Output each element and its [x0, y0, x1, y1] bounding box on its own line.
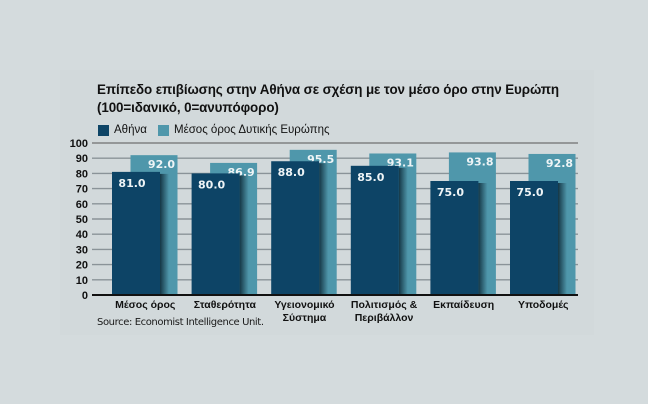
bar-shadow [558, 183, 567, 295]
x-category-label: Σταθερότητα [194, 299, 257, 311]
legend-label-western-europe: Μέσος όρος Δυτικής Ευρώπης [174, 124, 330, 136]
y-tick-label: 50 [76, 214, 88, 226]
data-label-western-europe: 92.8 [546, 157, 573, 170]
bar-athens [112, 171, 160, 295]
bar-shadow [239, 175, 249, 295]
legend-item-western-europe: Μέσος όρος Δυτικής Ευρώπης [158, 123, 330, 137]
y-tick-label: 60 [76, 199, 88, 211]
y-tick-label: 90 [76, 153, 88, 165]
y-tick-label: 100 [70, 138, 88, 150]
chart-subtitle: (100=ιδανικό, 0=ανυπόφορο) [97, 100, 279, 115]
source-note: Source: Economist Intelligence Unit. [97, 317, 264, 328]
data-label-athens: 75.0 [437, 186, 464, 199]
y-tick-label: 40 [76, 229, 88, 241]
y-tick-label: 20 [76, 260, 88, 272]
bar-shadow [478, 183, 488, 295]
bar-athens [191, 173, 240, 295]
x-category-label: Περιβάλλον [355, 312, 414, 324]
y-tick-label: 10 [76, 275, 88, 287]
data-label-athens: 85.0 [357, 171, 384, 184]
x-category-label: Πολιτισμός & [351, 299, 418, 311]
data-label-athens: 75.0 [516, 186, 543, 199]
legend-swatch-western-europe [158, 124, 169, 136]
y-axis-ticks: 0 10 20 30 40 50 60 70 80 90 100 [70, 138, 88, 302]
x-category-label: Σύστημα [283, 312, 327, 324]
x-category-label: Εκπαίδευση [433, 299, 494, 311]
y-tick-label: 0 [82, 290, 88, 302]
data-label-athens: 80.0 [198, 178, 225, 191]
bar-shadow [160, 173, 169, 295]
bar-shadow [398, 167, 408, 295]
data-label-athens: 81.0 [118, 177, 145, 190]
bar-athens [430, 181, 479, 295]
data-label-western-europe: 93.8 [466, 155, 493, 168]
legend-swatch-athens [98, 124, 109, 136]
bar-athens [271, 161, 320, 295]
chart-title: Επίπεδο επιβίωσης στην Αθήνα σε σχέση με… [97, 82, 560, 97]
bar-athens [510, 181, 558, 295]
legend-label-athens: Αθήνα [114, 124, 147, 136]
x-category-label: Μέσος όρος [115, 299, 176, 311]
y-tick-label: 30 [76, 244, 88, 256]
y-tick-label: 80 [76, 168, 88, 180]
x-category-label: Υποδομές [518, 299, 569, 311]
bar-athens [350, 165, 399, 295]
bar-shadow [319, 163, 329, 295]
x-category-label: Υγειονομικό [274, 299, 334, 311]
data-label-western-europe: 92.0 [148, 158, 175, 171]
y-tick-label: 70 [76, 184, 88, 196]
data-label-athens: 88.0 [278, 166, 305, 179]
legend-item-athens: Αθήνα [98, 123, 147, 137]
bars: 92.081.086.980.095.588.093.185.093.875.0… [92, 149, 578, 296]
